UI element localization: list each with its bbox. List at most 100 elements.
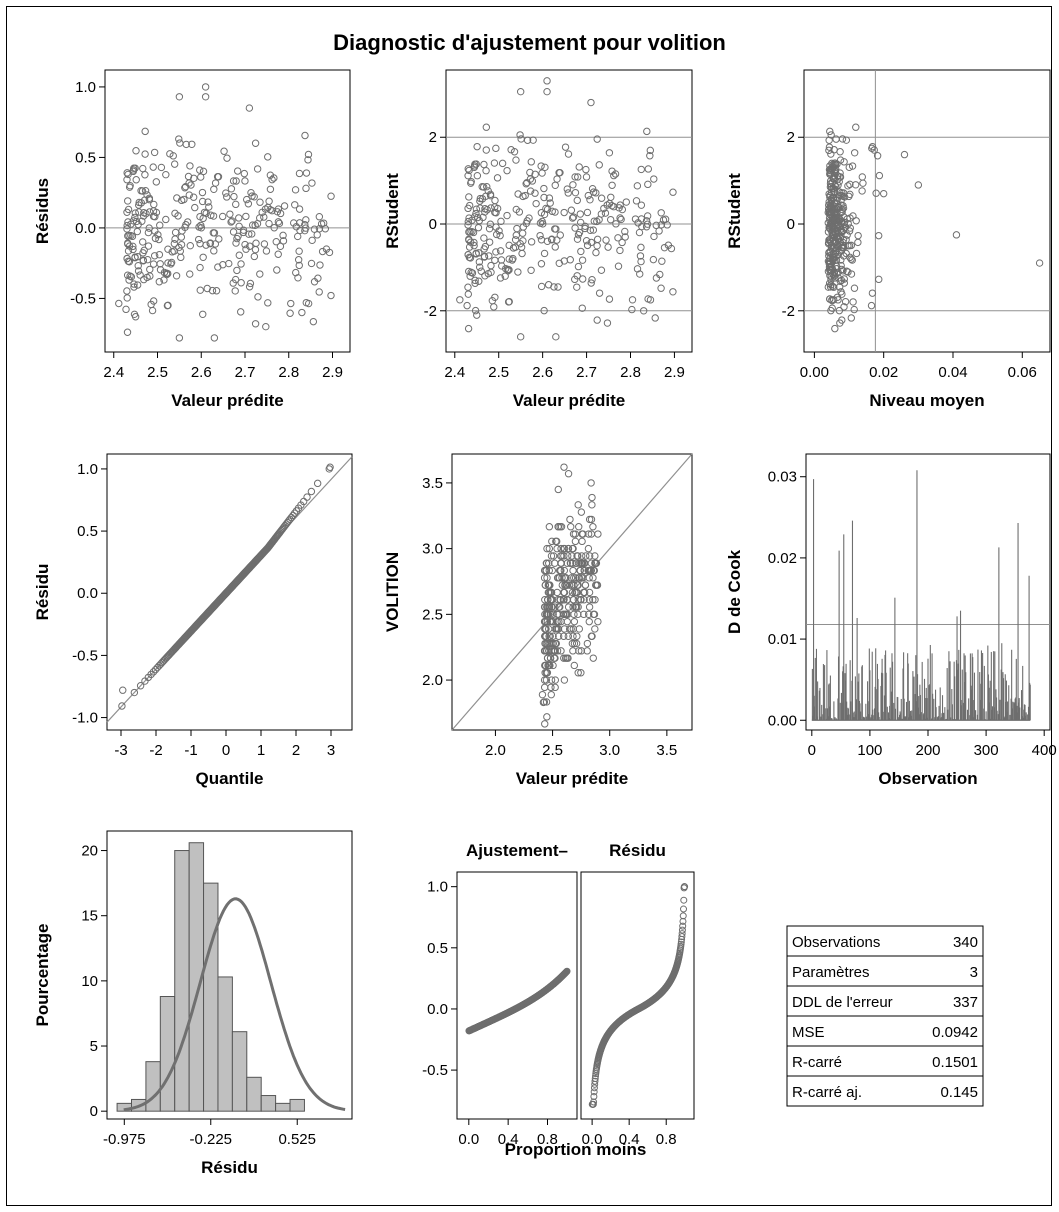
rstudent-vs-leverage-point — [842, 136, 851, 144]
rstudent-vs-pred-point — [540, 184, 548, 193]
resid-vs-pred-point — [141, 186, 150, 195]
rstudent-vs-leverage-point — [952, 231, 961, 239]
rstudent-vs-leverage-point — [830, 146, 838, 154]
spread-panel-1-y-tick-label: -0.5 — [422, 1062, 448, 1079]
observed-vs-pred-point — [588, 632, 596, 640]
resid-vs-pred-point — [308, 236, 316, 245]
resid-vs-pred-point — [248, 221, 257, 229]
rstudent-vs-leverage-x-tick-label: 0.04 — [938, 364, 967, 381]
rstudent-vs-pred-point — [485, 224, 494, 233]
resid-vs-pred-point — [256, 198, 264, 206]
qq-plot-y-axis-label: Résidu — [33, 564, 52, 621]
observed-vs-pred-point — [571, 588, 579, 597]
rstudent-vs-pred-point — [516, 239, 524, 248]
rstudent-vs-pred-point — [616, 214, 624, 222]
rstudent-vs-pred-point — [659, 216, 668, 224]
resid-vs-pred-point — [210, 247, 218, 255]
observed-vs-pred-point — [553, 574, 562, 582]
rstudent-vs-leverage-point — [851, 181, 860, 189]
rstudent-vs-leverage-point — [834, 296, 842, 304]
observed-vs-pred-point — [583, 647, 591, 655]
rstudent-vs-pred-point — [475, 277, 483, 285]
rstudent-vs-pred-point — [569, 213, 578, 221]
fit-statistics-label: DDL de l'erreur — [792, 994, 893, 1011]
rstudent-vs-pred-point — [482, 123, 491, 131]
rstudent-vs-pred-point — [642, 217, 651, 225]
resid-vs-pred-point — [141, 150, 149, 158]
rstudent-vs-pred-point — [564, 189, 572, 197]
observed-vs-pred-x-tick-label: 2.0 — [485, 742, 506, 759]
resid-vs-pred-point — [229, 279, 237, 287]
rstudent-vs-pred-point — [537, 209, 546, 217]
rstudent-vs-leverage-point — [825, 146, 833, 155]
resid-vs-pred-point — [131, 209, 140, 217]
rstudent-vs-pred-point — [608, 181, 616, 189]
observed-vs-pred-point — [591, 552, 599, 560]
rstudent-vs-leverage-point — [838, 135, 847, 143]
observed-vs-pred-x-tick-label: 3.0 — [599, 742, 620, 759]
rstudent-vs-leverage-point — [827, 204, 835, 213]
resid-vs-pred-point — [229, 228, 238, 236]
rstudent-vs-pred-point — [465, 166, 473, 175]
rstudent-vs-pred-point — [579, 275, 587, 283]
observed-vs-pred-point — [557, 559, 566, 567]
resid-vs-pred-point — [256, 270, 264, 278]
observed-vs-pred-point — [546, 654, 555, 662]
rstudent-vs-pred-point — [617, 215, 625, 224]
resid-vs-pred-point — [304, 156, 312, 164]
rstudent-vs-leverage-point — [831, 161, 840, 169]
qq-plot-x-tick-label: 2 — [292, 742, 300, 759]
rstudent-vs-leverage-point — [835, 177, 843, 186]
rstudent-vs-leverage-point — [839, 243, 848, 251]
rstudent-vs-pred-point — [578, 304, 586, 312]
rstudent-vs-pred-point — [480, 234, 488, 242]
resid-vs-pred-point — [242, 212, 250, 221]
resid-vs-pred-point — [164, 269, 172, 278]
rstudent-vs-pred-point — [503, 211, 511, 220]
observed-vs-pred-point — [556, 566, 564, 575]
observed-vs-pred-point — [569, 544, 577, 553]
rstudent-vs-leverage-point — [829, 236, 838, 244]
observed-vs-pred-point — [577, 559, 586, 567]
resid-vs-pred-point — [316, 261, 324, 269]
rstudent-vs-pred-point — [490, 159, 499, 167]
resid-vs-pred-point — [160, 276, 168, 284]
resid-vs-pred-point — [196, 166, 204, 174]
rstudent-vs-pred-point — [465, 201, 474, 210]
rstudent-vs-pred-point — [646, 296, 655, 304]
rstudent-vs-pred-point — [464, 324, 473, 333]
resid-vs-pred-point — [123, 221, 131, 230]
fit-statistics-value: 3 — [970, 964, 978, 981]
spread-panel-1-point — [563, 967, 571, 975]
rstudent-vs-pred-point — [496, 274, 505, 282]
rstudent-vs-leverage-point — [844, 268, 852, 276]
rstudent-vs-pred-point — [509, 254, 517, 263]
observed-vs-pred-point — [560, 676, 569, 684]
observed-vs-pred-point — [585, 552, 594, 560]
resid-vs-pred-point — [315, 213, 324, 221]
observed-vs-pred-point — [576, 566, 584, 575]
observed-vs-pred-point — [551, 625, 559, 633]
observed-vs-pred-point — [574, 610, 582, 619]
resid-vs-pred-point — [295, 261, 303, 270]
rstudent-vs-pred-point — [616, 246, 624, 255]
resid-vs-pred-point — [199, 167, 208, 176]
rstudent-vs-leverage-point — [831, 324, 839, 333]
rstudent-vs-pred-point — [588, 276, 596, 284]
qq-plot-point — [313, 479, 322, 488]
cooks-d-x-tick-label: 0 — [808, 742, 816, 759]
rstudent-vs-pred-point — [521, 191, 529, 200]
resid-vs-pred-point — [275, 219, 284, 228]
rstudent-vs-pred-point — [571, 224, 579, 232]
resid-vs-pred-point — [208, 286, 217, 295]
rstudent-vs-pred-point — [464, 290, 473, 298]
residual-histogram-y-tick-label: 0 — [90, 1103, 98, 1120]
observed-vs-pred-point — [573, 632, 581, 640]
rstudent-vs-pred-point — [587, 279, 595, 287]
rstudent-vs-pred-point — [583, 241, 592, 250]
rstudent-vs-pred-point — [603, 319, 612, 327]
observed-vs-pred-point — [548, 537, 556, 546]
rstudent-vs-pred-point — [473, 172, 482, 180]
observed-vs-pred-point — [543, 544, 551, 553]
